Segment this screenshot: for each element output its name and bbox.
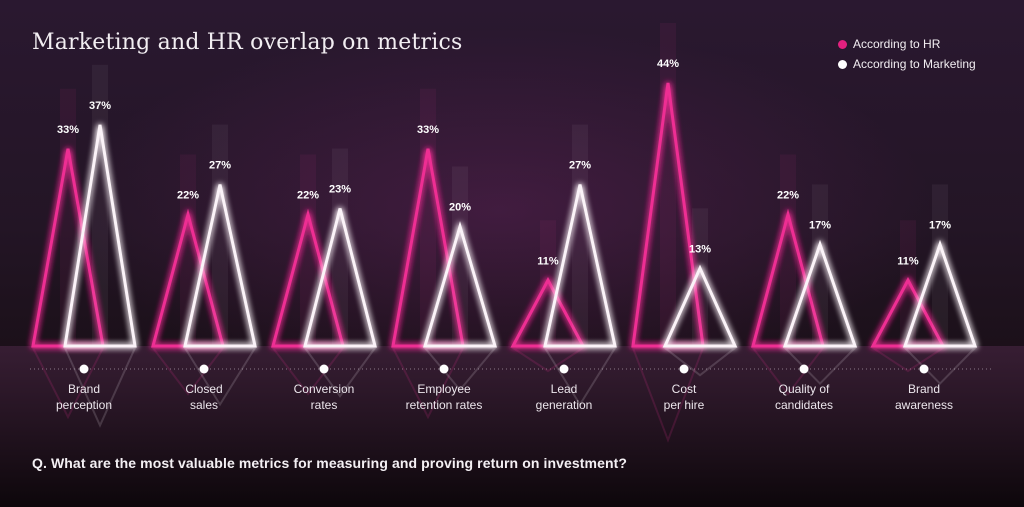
- light-beam: [932, 184, 948, 346]
- category-group: 22% 27% Closed sales: [150, 124, 257, 412]
- category-dot: [79, 364, 89, 374]
- marketing-value-label: 23%: [329, 184, 351, 196]
- light-beam: [420, 88, 436, 346]
- light-beam: [660, 23, 676, 346]
- hr-value-label: 22%: [777, 190, 799, 202]
- light-beam: [332, 148, 348, 346]
- light-beam: [780, 154, 796, 346]
- marketing-value-label: 27%: [209, 160, 231, 172]
- marketing-bar: [782, 239, 858, 348]
- reflection: [543, 347, 617, 407]
- category-dot: [919, 364, 929, 374]
- category-label: Conversion rates: [294, 382, 355, 412]
- category-group: 11% 17% Brand awareness: [869, 184, 978, 412]
- category-dot: [559, 364, 569, 374]
- category-dot: [319, 364, 329, 374]
- category-group: 22% 17% Quality of candidates: [750, 154, 858, 412]
- marketing-bar: [662, 264, 738, 348]
- reflection: [631, 347, 705, 443]
- category-dot: [199, 364, 209, 374]
- category-label: Closed sales: [185, 382, 222, 412]
- category-dot: [679, 364, 689, 374]
- category-group: 11% 27% Lead generation: [509, 124, 617, 412]
- legend-swatch-marketing: [838, 59, 847, 69]
- floor: [0, 346, 1024, 507]
- light-beam: [572, 124, 588, 346]
- light-beam: [692, 208, 708, 346]
- category-label: Cost per hire: [664, 382, 705, 412]
- hr-value-label: 44%: [657, 58, 679, 70]
- category-label: Brand perception: [56, 382, 112, 412]
- category-dot: [439, 364, 449, 374]
- marketing-value-label: 13%: [689, 243, 711, 255]
- hr-value-label: 11%: [537, 255, 559, 267]
- category-dot: [799, 364, 809, 374]
- legend-swatch-hr: [838, 39, 847, 49]
- hr-value-label: 22%: [177, 190, 199, 202]
- marketing-value-label: 37%: [89, 100, 111, 112]
- marketing-value-label: 17%: [809, 219, 831, 231]
- reflection: [869, 347, 947, 373]
- marketing-bar: [543, 184, 617, 348]
- legend: According to HR According to Marketing: [838, 34, 976, 74]
- marketing-bar: [183, 184, 257, 348]
- category-label: Employee retention rates: [406, 382, 483, 412]
- hr-value-label: 33%: [417, 124, 439, 136]
- category-label: Lead generation: [536, 382, 593, 412]
- category-group: 33% 20% Employee retention rates: [391, 88, 498, 420]
- category-group: 22% 23% Conversion rates: [270, 148, 377, 412]
- category-label: Quality of candidates: [775, 382, 833, 412]
- marketing-value-label: 17%: [929, 219, 951, 231]
- marketing-value-label: 20%: [449, 201, 471, 213]
- marketing-bar: [902, 239, 978, 348]
- marketing-bar: [303, 208, 377, 348]
- light-beam: [180, 154, 196, 346]
- legend-label-hr: According to HR: [853, 37, 941, 51]
- survey-question: Q. What are the most valuable metrics fo…: [32, 455, 628, 471]
- light-beam: [92, 64, 108, 346]
- hr-value-label: 33%: [57, 124, 79, 136]
- reflection: [31, 347, 105, 420]
- category-label: Brand awareness: [895, 382, 953, 412]
- legend-label-marketing: According to Marketing: [853, 57, 976, 71]
- light-beam: [60, 88, 76, 346]
- light-beam: [812, 184, 828, 346]
- marketing-bar: [63, 124, 137, 348]
- marketing-bar: [422, 221, 498, 348]
- legend-item-hr: According to HR: [838, 34, 976, 54]
- marketing-value-label: 27%: [569, 160, 591, 172]
- legend-item-marketing: According to Marketing: [838, 54, 976, 74]
- reflection: [509, 347, 587, 373]
- light-beam: [212, 124, 228, 346]
- hr-value-label: 11%: [897, 255, 919, 267]
- category-group: 44% 13% Cost per hire: [631, 23, 738, 443]
- chart-title: Marketing and HR overlap on metrics: [32, 30, 463, 55]
- category-group: 33% 37% Brand perception: [31, 64, 137, 428]
- reflection: [63, 347, 137, 428]
- reflection: [662, 347, 738, 377]
- hr-value-label: 22%: [297, 190, 319, 202]
- reflection: [183, 347, 257, 407]
- reflection: [391, 347, 465, 420]
- light-beam: [300, 154, 316, 346]
- light-beam: [452, 166, 468, 346]
